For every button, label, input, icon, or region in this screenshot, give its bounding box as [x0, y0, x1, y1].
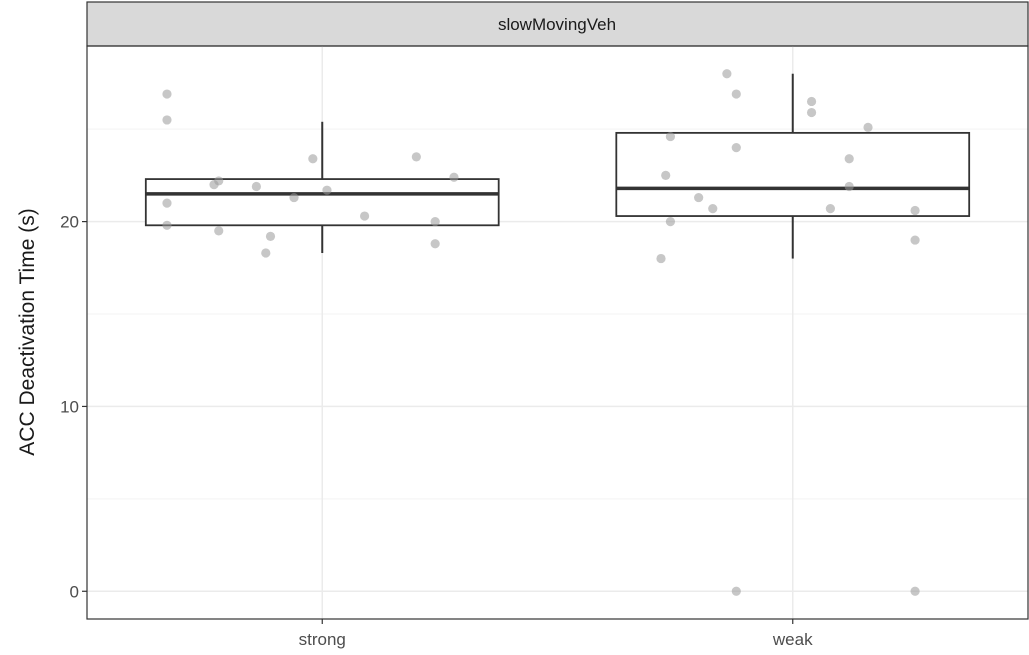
boxplot-strong	[144, 121, 500, 254]
data-point	[251, 181, 261, 192]
boxplots	[144, 73, 971, 259]
facet-title: slowMovingVeh	[498, 15, 616, 34]
data-point	[214, 226, 224, 236]
data-point	[844, 154, 854, 164]
data-point	[411, 152, 421, 162]
data-point	[322, 185, 332, 195]
data-point	[806, 96, 817, 107]
data-point	[265, 231, 276, 241]
data-point	[656, 253, 666, 264]
data-point	[665, 131, 676, 142]
facet-strip-background	[86, 1, 1029, 47]
grid-lines	[87, 46, 1028, 619]
data-point	[694, 192, 704, 203]
data-point	[449, 172, 459, 182]
panel-border	[86, 45, 1029, 620]
plot-panel	[86, 45, 1029, 620]
data-point	[731, 586, 741, 596]
data-point	[289, 192, 299, 203]
y-axis: 0 10 20	[60, 213, 87, 601]
data-point	[910, 586, 920, 596]
data-point	[722, 69, 732, 79]
data-point	[162, 198, 172, 208]
data-point	[214, 176, 224, 186]
y-tick-label: 10	[60, 397, 79, 416]
jitter-points	[162, 69, 920, 596]
y-tick-label: 0	[70, 582, 79, 601]
data-point	[806, 107, 817, 118]
data-point	[910, 235, 920, 245]
data-point	[162, 115, 172, 125]
data-point	[731, 143, 741, 153]
x-tick-label: weak	[772, 630, 813, 649]
data-point	[844, 181, 854, 192]
data-point	[162, 89, 172, 99]
x-axis: strong weak	[299, 619, 813, 649]
y-tick-label: 20	[60, 213, 79, 232]
data-point	[708, 204, 718, 214]
data-point	[359, 211, 370, 221]
data-point	[665, 216, 676, 227]
data-point	[825, 204, 835, 214]
data-point	[308, 154, 318, 164]
boxplot-weak	[615, 73, 971, 259]
data-point	[430, 239, 440, 249]
x-tick-label: strong	[299, 630, 346, 649]
data-point	[731, 89, 741, 99]
data-point	[430, 216, 440, 227]
data-point	[863, 122, 873, 132]
data-point	[661, 170, 671, 180]
facet-strip: slowMovingVeh	[86, 1, 1029, 47]
y-axis-title: ACC Deactivation Time (s)	[16, 208, 39, 455]
data-point	[910, 205, 920, 216]
box-iqr	[615, 131, 971, 217]
box-iqr	[144, 178, 500, 227]
data-point	[261, 248, 271, 258]
data-point	[162, 220, 172, 230]
